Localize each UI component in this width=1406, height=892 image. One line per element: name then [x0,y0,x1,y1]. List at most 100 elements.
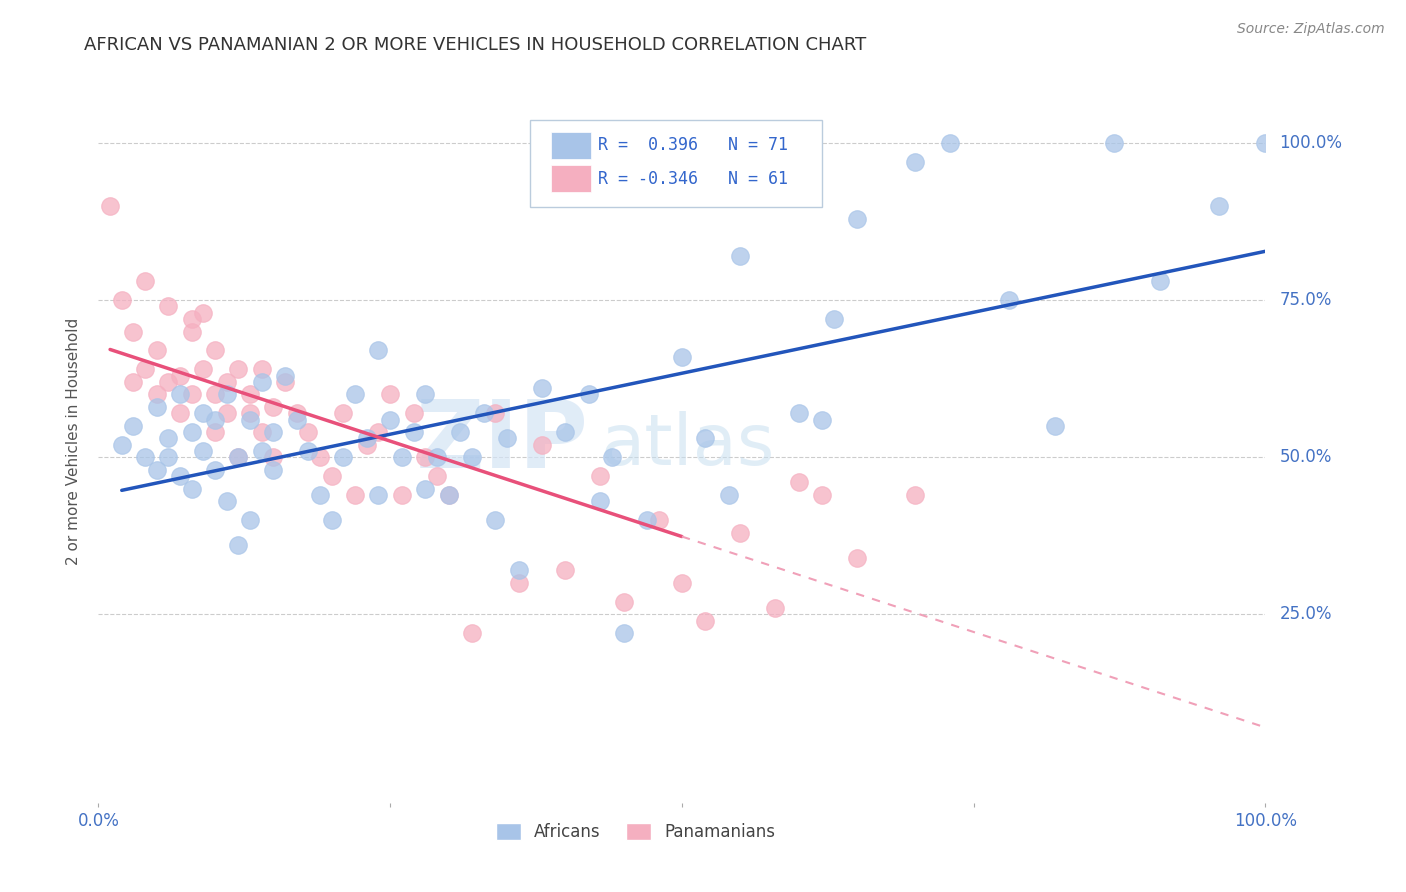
Point [146,343,169,358]
Point [391,450,413,465]
Point [437,488,460,502]
Point [98,199,121,213]
Point [180,387,202,401]
Point [262,425,284,439]
Point [413,482,436,496]
Point [157,375,180,389]
Point [228,450,250,465]
Point [285,406,308,420]
Point [204,343,226,358]
Point [239,406,262,420]
Text: AFRICAN VS PANAMANIAN 2 OR MORE VEHICLES IN HOUSEHOLD CORRELATION CHART: AFRICAN VS PANAMANIAN 2 OR MORE VEHICLES… [84,36,866,54]
FancyBboxPatch shape [530,120,823,207]
Point [297,425,319,439]
Point [496,431,519,445]
Point [180,312,202,326]
Point [402,425,425,439]
Point [904,488,927,502]
Point [695,614,717,628]
Point [262,400,284,414]
Point [193,306,215,320]
Point [1254,136,1277,150]
Text: 75.0%: 75.0% [1279,291,1331,310]
Point [426,450,449,465]
Point [321,513,343,527]
Point [180,325,202,339]
Point [904,155,927,169]
Point [122,375,145,389]
Point [262,463,284,477]
Point [169,406,191,420]
Point [695,431,717,445]
Point [250,444,273,458]
Point [169,469,191,483]
Point [309,450,332,465]
Point [262,450,284,465]
Point [613,595,636,609]
Point [344,387,367,401]
Point [589,494,612,508]
Point [146,387,169,401]
Point [239,412,262,426]
Point [380,412,402,426]
Point [356,438,378,452]
Point [578,387,600,401]
Point [413,387,436,401]
Point [146,463,169,477]
Y-axis label: 2 or more Vehicles in Household: 2 or more Vehicles in Household [66,318,82,566]
Point [309,488,332,502]
Point [600,450,623,465]
Point [215,387,238,401]
Text: Source: ZipAtlas.com: Source: ZipAtlas.com [1237,22,1385,37]
Point [484,513,506,527]
Point [437,488,460,502]
FancyBboxPatch shape [551,132,591,159]
Point [671,350,693,364]
Point [274,375,297,389]
Point [939,136,962,150]
Text: 25.0%: 25.0% [1279,606,1331,624]
Point [134,450,156,465]
Point [215,375,238,389]
Point [122,418,145,433]
Point [484,406,506,420]
Point [146,400,169,414]
Point [250,362,273,376]
Point [180,482,202,496]
Point [811,488,834,502]
Point [449,425,471,439]
Point [250,425,273,439]
Point [508,563,530,577]
Point [134,274,156,288]
Point [111,293,134,308]
Point [508,575,530,590]
Point [157,450,180,465]
Point [228,450,250,465]
Point [823,312,845,326]
Text: atlas: atlas [600,410,775,480]
Point [228,362,250,376]
Point [215,494,238,508]
Point [239,387,262,401]
Point [730,249,752,263]
Point [285,412,308,426]
Point [134,362,156,376]
Point [787,406,810,420]
Point [554,425,576,439]
Point [321,469,343,483]
Point [228,538,250,552]
Point [250,375,273,389]
Point [671,575,693,590]
Point [647,513,669,527]
Point [157,300,180,314]
Point [367,488,389,502]
Text: 100.0%: 100.0% [1279,134,1343,153]
Point [530,438,553,452]
Point [997,293,1019,308]
Point [239,513,262,527]
Point [367,425,389,439]
Point [1149,274,1171,288]
Point [204,463,226,477]
Point [391,488,413,502]
Point [461,450,484,465]
